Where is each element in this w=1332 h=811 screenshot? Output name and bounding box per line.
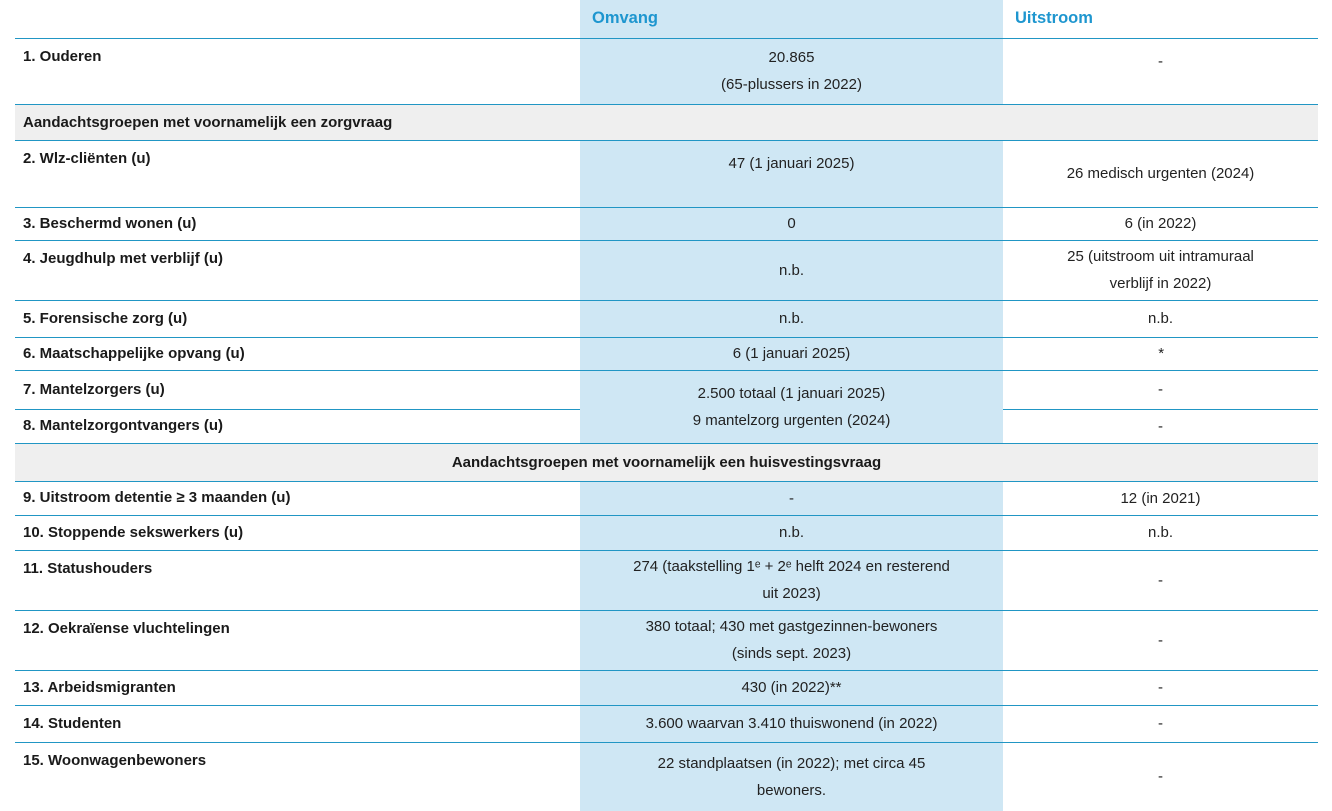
header-row: Omvang Uitstroom — [15, 0, 1318, 39]
table-row: 11. Statushouders 274 (taakstelling 1ᵉ +… — [15, 550, 1318, 611]
row-label-2: 2. Wlz-cliënten (u) — [15, 140, 580, 208]
row-label-6: 6. Maatschappelijke opvang (u) — [15, 337, 580, 371]
uitstroom-value-10: n.b. — [1003, 515, 1318, 551]
uitstroom-line-1: 25 (uitstroom uit intramuraal — [1067, 248, 1254, 265]
table-row: 8. Mantelzorgontvangers (u) - — [15, 409, 1318, 444]
row-label-9: 9. Uitstroom detentie ≥ 3 maanden (u) — [15, 481, 580, 516]
omvang-value-5: n.b. — [580, 300, 1003, 338]
omvang-value-1: 20.865 (65-plussers in 2022) — [580, 38, 1003, 105]
row-label-15: 15. Woonwagenbewoners — [23, 751, 207, 769]
column-header-uitstroom: Uitstroom — [1003, 0, 1318, 39]
row-label-13: 13. Arbeidsmigranten — [15, 670, 580, 706]
omvang-value-15: 22 standplaatsen (in 2022); met circa 45… — [580, 742, 1003, 811]
omvang-value-14: 3.600 waarvan 3.410 thuiswonend (in 2022… — [580, 705, 1003, 743]
uitstroom-value-12: - — [1003, 610, 1318, 671]
table-row: 3. Beschermd wonen (u) 0 6 (in 2022) — [15, 207, 1318, 241]
omvang-line-1: 22 standplaatsen (in 2022); met circa 45 — [657, 754, 926, 772]
uitstroom-value-4: 25 (uitstroom uit intramuraal verblijf i… — [1003, 240, 1318, 301]
omvang-value-2: 47 (1 januari 2025) — [580, 140, 1003, 208]
omvang-line-1: 20.865 — [768, 49, 815, 66]
section-row-huisvestingsvraag: Aandachtsgroepen met voornamelijk een hu… — [15, 443, 1318, 482]
aandachtsgroepen-table: Omvang Uitstroom 1. Ouderen 20.865 (65-p… — [15, 0, 1318, 811]
uitstroom-value-15: - — [1158, 768, 1163, 786]
uitstroom-value-2: 26 medisch urgenten (2024) — [1003, 140, 1318, 208]
row-label-7: 7. Mantelzorgers (u) — [15, 370, 580, 410]
uitstroom-value-8: - — [1003, 409, 1318, 444]
uitstroom-value-9: 12 (in 2021) — [1003, 481, 1318, 516]
table-row: 5. Forensische zorg (u) n.b. n.b. — [15, 300, 1318, 338]
row-label-11: 11. Statushouders — [15, 550, 580, 611]
table-row: 10. Stoppende sekswerkers (u) n.b. n.b. — [15, 515, 1318, 551]
omvang-line-2: 9 mantelzorg urgenten (2024) — [692, 411, 891, 429]
uitstroom-value-5: n.b. — [1003, 300, 1318, 338]
column-header-empty — [15, 0, 580, 39]
row-label-8: 8. Mantelzorgontvangers (u) — [15, 409, 580, 444]
omvang-line-2: uit 2023) — [762, 585, 821, 602]
table-row: 14. Studenten 3.600 waarvan 3.410 thuisw… — [15, 705, 1318, 743]
omvang-line-1: 274 (taakstelling 1ᵉ + 2ᵉ helft 2024 en … — [633, 558, 950, 575]
row-label-12: 12. Oekraïense vluchtelingen — [15, 610, 580, 671]
section-row-zorgvraag: Aandachtsgroepen met voornamelijk een zo… — [15, 104, 1318, 141]
row-label-10: 10. Stoppende sekswerkers (u) — [15, 515, 580, 551]
omvang-line-2: (sinds sept. 2023) — [731, 645, 852, 662]
omvang-line-2: bewoners. — [756, 781, 827, 799]
uitstroom-value-3: 6 (in 2022) — [1003, 207, 1318, 241]
omvang-value-6: 6 (1 januari 2025) — [580, 337, 1003, 371]
row-label-5: 5. Forensische zorg (u) — [15, 300, 580, 338]
omvang-value-11: 274 (taakstelling 1ᵉ + 2ᵉ helft 2024 en … — [580, 550, 1003, 611]
omvang-line-1: 2.500 totaal (1 januari 2025) — [697, 384, 886, 402]
uitstroom-value-6: * — [1003, 337, 1318, 371]
omvang-value-10: n.b. — [580, 515, 1003, 551]
uitstroom-value-14: - — [1003, 705, 1318, 743]
section-header-zorgvraag: Aandachtsgroepen met voornamelijk een zo… — [15, 104, 1318, 141]
omvang-value-7-8: 2.500 totaal (1 januari 2025) 9 mantelzo… — [580, 370, 1003, 444]
table-row: 13. Arbeidsmigranten 430 (in 2022)** - — [15, 670, 1318, 706]
uitstroom-line-2: verblijf in 2022) — [1109, 275, 1212, 292]
row-label-3: 3. Beschermd wonen (u) — [15, 207, 580, 241]
omvang-line-1: 380 totaal; 430 met gastgezinnen-bewoner… — [645, 618, 938, 635]
omvang-value-4: n.b. — [580, 240, 1003, 301]
row-label-14: 14. Studenten — [15, 705, 580, 743]
omvang-value-13: 430 (in 2022)** — [580, 670, 1003, 706]
omvang-value-12: 380 totaal; 430 met gastgezinnen-bewoner… — [580, 610, 1003, 671]
column-header-omvang: Omvang — [580, 0, 1003, 39]
uitstroom-value-11: - — [1003, 550, 1318, 611]
omvang-value-3: 0 — [580, 207, 1003, 241]
row-label-1: 1. Ouderen — [15, 38, 580, 105]
table-row: 6. Maatschappelijke opvang (u) 6 (1 janu… — [15, 337, 1318, 371]
omvang-value-9: - — [580, 481, 1003, 516]
uitstroom-value-7: - — [1003, 370, 1318, 410]
table-row: 15. Woonwagenbewoners 22 standplaatsen (… — [15, 742, 1318, 811]
table-row: 7. Mantelzorgers (u) 2.500 totaal (1 jan… — [15, 370, 1318, 444]
table-row: 2. Wlz-cliënten (u) 47 (1 januari 2025) … — [15, 140, 1318, 208]
uitstroom-value-1: - — [1003, 38, 1318, 105]
row-label-4: 4. Jeugdhulp met verblijf (u) — [15, 240, 580, 301]
table-row: 12. Oekraïense vluchtelingen 380 totaal;… — [15, 610, 1318, 671]
table-row: 1. Ouderen 20.865 (65-plussers in 2022) … — [15, 38, 1318, 105]
table-row: 9. Uitstroom detentie ≥ 3 maanden (u) - … — [15, 481, 1318, 516]
omvang-line-2: (65-plussers in 2022) — [721, 76, 862, 93]
uitstroom-value-13: - — [1003, 670, 1318, 706]
section-header-huisvestingsvraag: Aandachtsgroepen met voornamelijk een hu… — [15, 443, 1318, 482]
table-row: 4. Jeugdhulp met verblijf (u) n.b. 25 (u… — [15, 240, 1318, 301]
